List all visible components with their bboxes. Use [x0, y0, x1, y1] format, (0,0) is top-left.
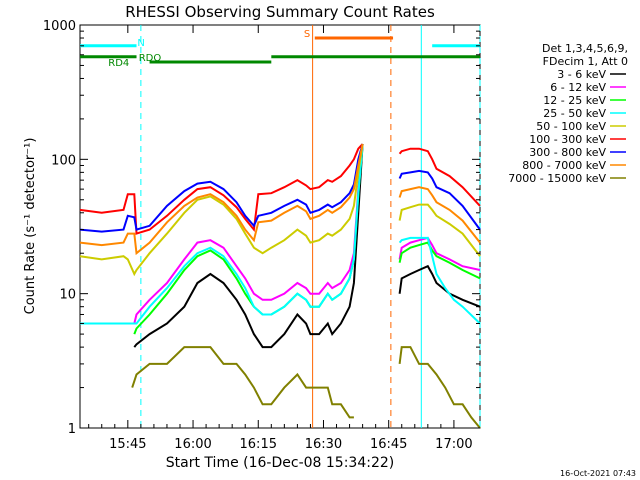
- chart-title: RHESSI Observing Summary Count Rates: [125, 3, 435, 21]
- y-axis-label: Count Rate (s⁻¹ detector⁻¹): [23, 138, 38, 315]
- legend-entry: 300 - 800 keV: [529, 146, 606, 159]
- series-line-segment: [398, 346, 481, 429]
- legend-entry: 7000 - 15000 keV: [508, 172, 606, 185]
- annotation-bars: N RD4 RDO S: [80, 29, 480, 69]
- legend-entry: 12 - 25 keV: [543, 94, 606, 107]
- legend-header: Det 1,3,4,5,6,9,: [542, 42, 628, 55]
- y-tick-label: 1000: [43, 19, 76, 34]
- series-line: [80, 143, 364, 325]
- x-tick-label: 17:00: [435, 437, 472, 452]
- series-line: [79, 143, 364, 256]
- plot-frame: [79, 24, 481, 429]
- x-tick-label: 15:45: [109, 437, 146, 452]
- x-tick-label: 16:30: [305, 437, 342, 452]
- series-line: [79, 143, 364, 233]
- series-line-segment: [398, 264, 481, 308]
- series-line: [79, 143, 364, 277]
- series-line: [127, 143, 364, 325]
- series-line-segment: [398, 169, 481, 231]
- legend-entry: 50 - 100 keV: [536, 120, 606, 133]
- x-axis-label: Start Time (16-Dec-08 15:34:22): [166, 455, 394, 471]
- series-line-segment: [398, 236, 481, 271]
- x-tick-label: 16:15: [240, 437, 277, 452]
- series-line: [131, 346, 354, 419]
- legend-entry: 25 - 50 keV: [543, 107, 606, 120]
- annotation-label: RD4: [108, 58, 129, 69]
- legend-entry: 3 - 6 keV: [557, 68, 606, 81]
- legend-entry: 800 - 7000 keV: [522, 159, 606, 172]
- legend-entry: 100 - 300 keV: [529, 133, 606, 146]
- y-tick-label: 100: [51, 153, 76, 168]
- y-axis-ticks: 1 10 100 1000: [43, 19, 480, 437]
- series-lines: [79, 143, 481, 429]
- series-line-segment: [398, 236, 481, 325]
- annotation-label: S: [304, 29, 310, 40]
- time-markers: [140, 25, 481, 428]
- series-line-segment: [398, 147, 481, 207]
- y-tick-label: 10: [59, 288, 76, 303]
- series-line: [133, 143, 364, 349]
- annotation-label: N: [137, 38, 144, 49]
- x-tick-label: 16:45: [370, 437, 407, 452]
- legend-entry: 6 - 12 keV: [550, 81, 606, 94]
- legend: Det 1,3,4,5,6,9,FDecim 1, Att 03 - 6 keV…: [508, 42, 628, 185]
- series-line-segment: [398, 203, 481, 257]
- x-axis-ticks: 15:45 16:00 16:15 16:30 16:45 17:00: [88, 25, 473, 452]
- footer-timestamp: 16-Oct-2021 07:43: [560, 469, 636, 478]
- x-tick-label: 16:00: [174, 437, 211, 452]
- series-line-segment: [398, 186, 481, 244]
- legend-header: FDecim 1, Att 0: [543, 55, 628, 68]
- annotation-label: RDO: [139, 53, 162, 64]
- y-tick-label: 1: [68, 422, 76, 437]
